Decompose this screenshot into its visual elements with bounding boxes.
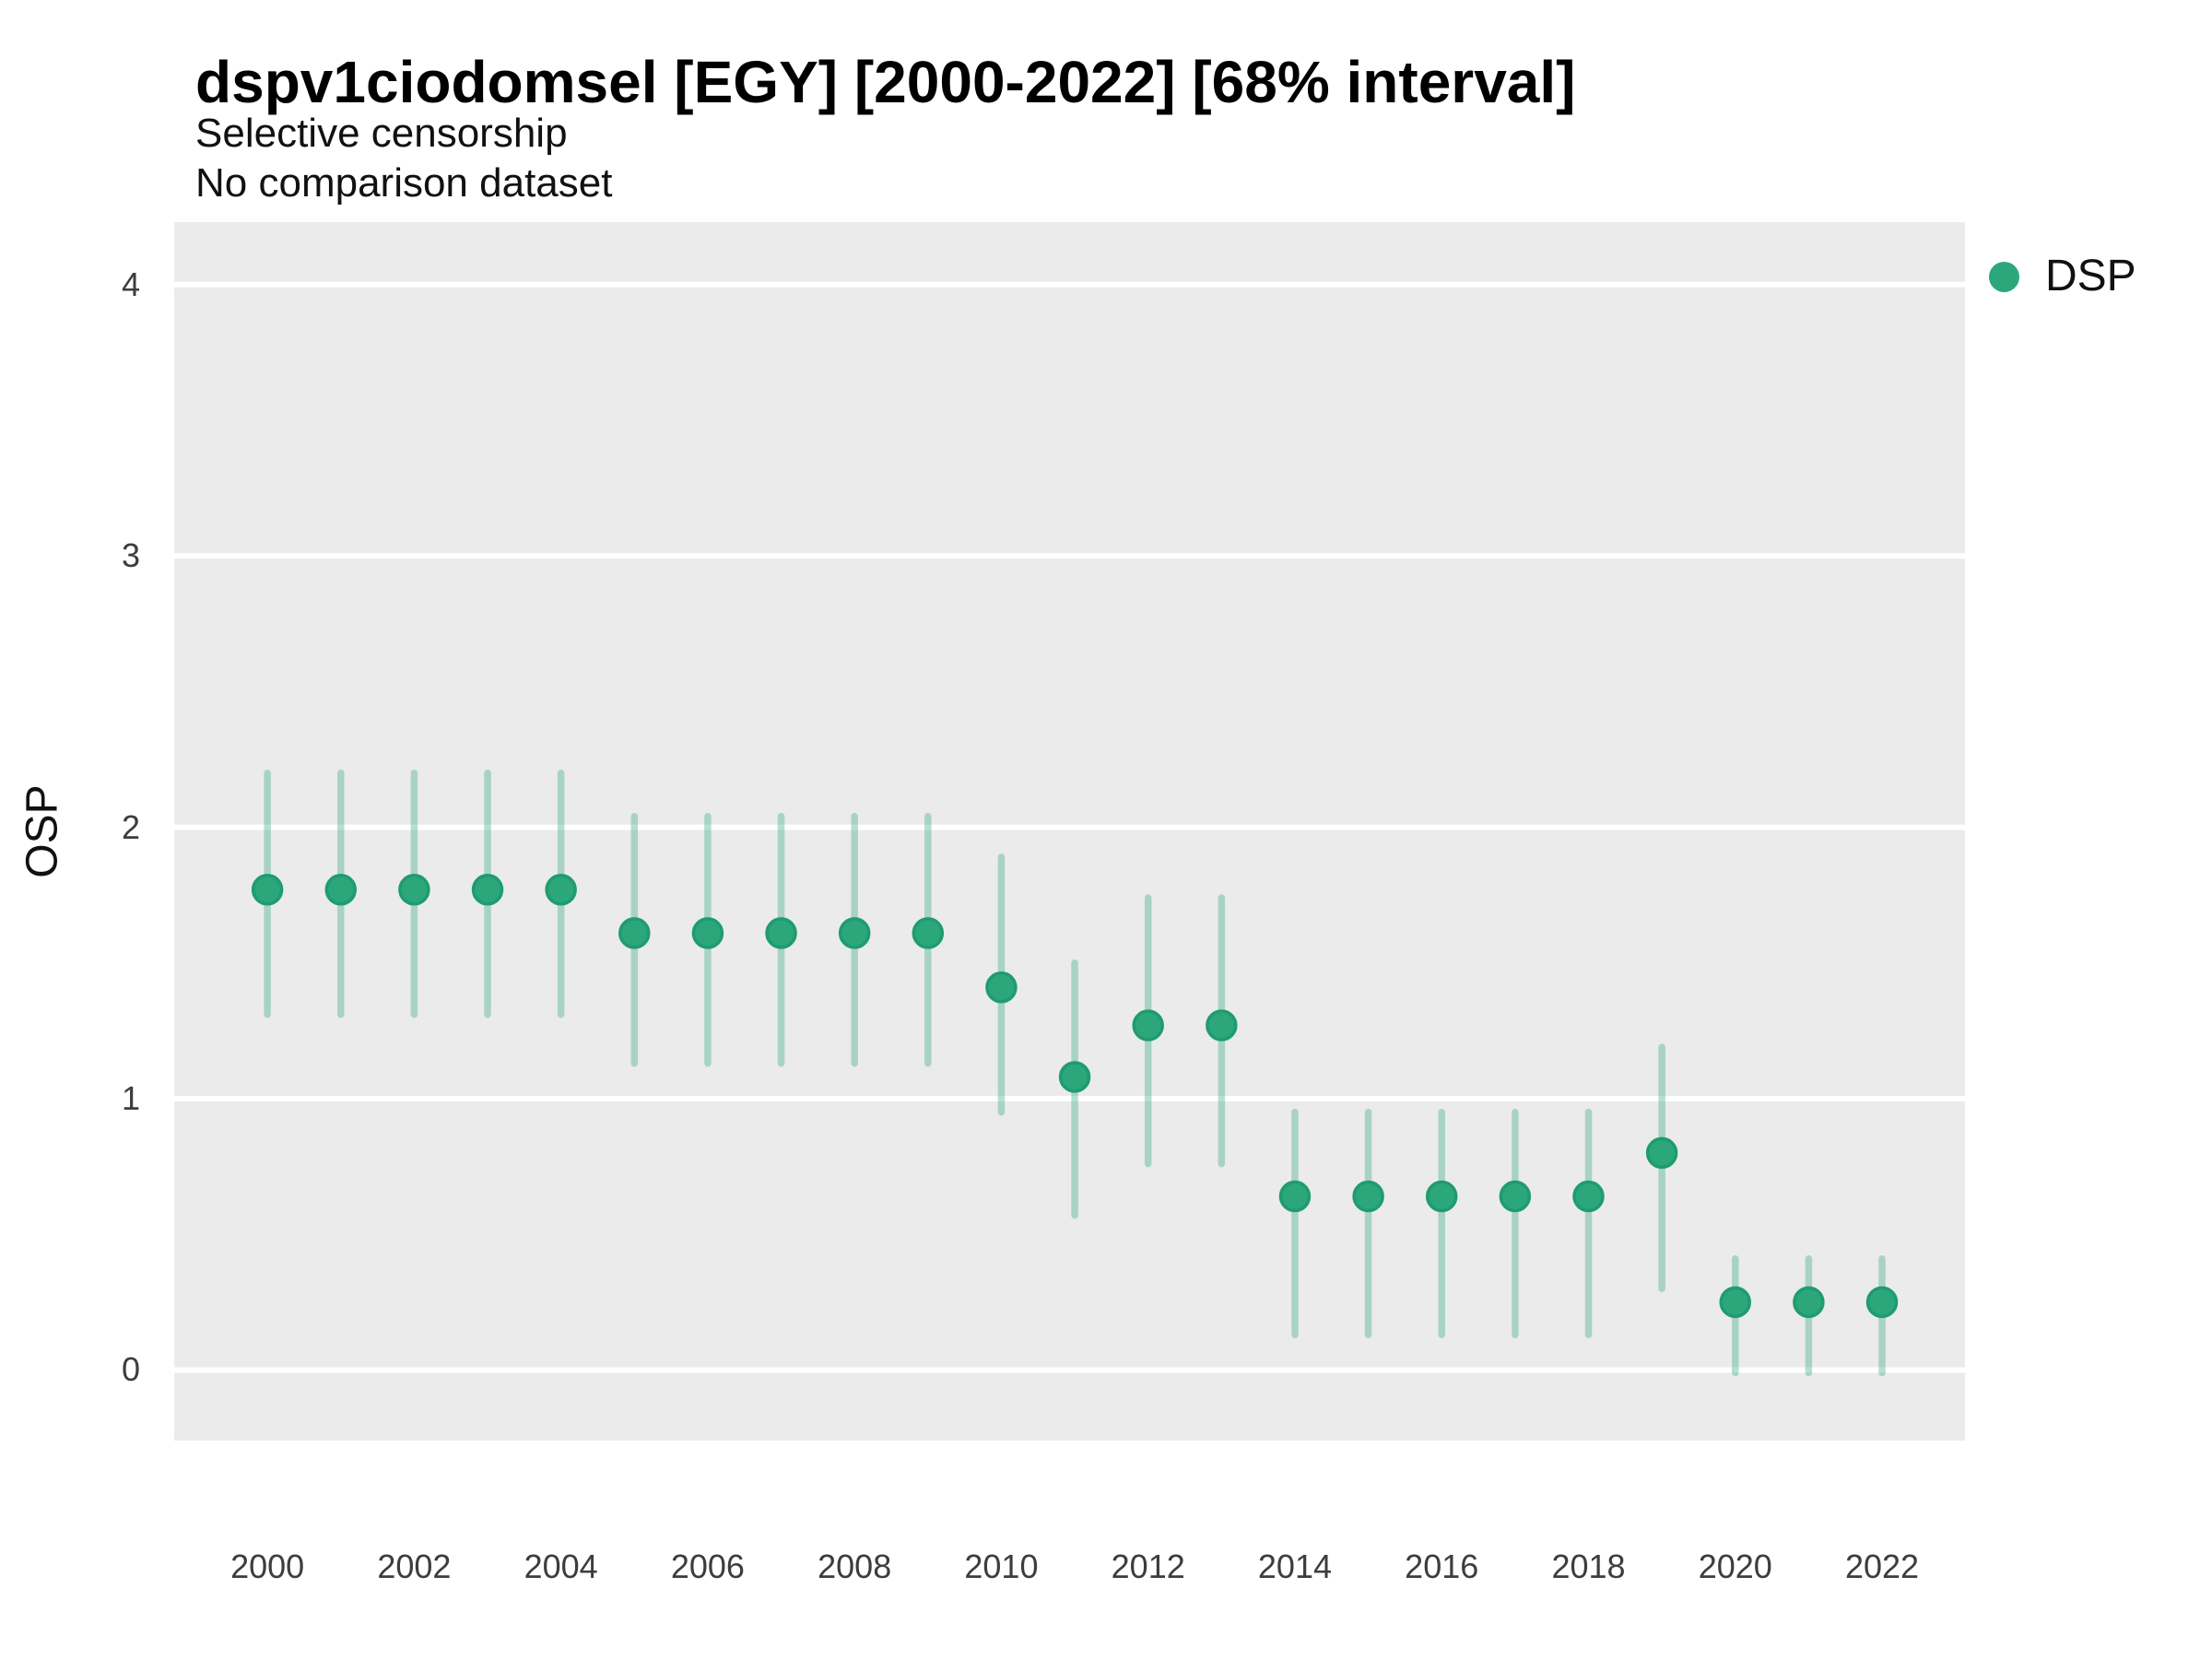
point-2018 (1572, 1180, 1605, 1213)
x-tick-label-2020: 2020 (1698, 1547, 1772, 1585)
x-tick-label-2004: 2004 (524, 1547, 598, 1585)
x-tick-label-2022: 2022 (1844, 1547, 1920, 1585)
point-2019 (1645, 1136, 1678, 1170)
point-2009 (912, 917, 945, 949)
x-tick-label-2000: 2000 (230, 1547, 305, 1585)
chart-subtitle-line2: No comparison dataset (195, 160, 613, 206)
point-2005 (618, 917, 651, 949)
point-2012 (1132, 1009, 1164, 1041)
point-2016 (1425, 1180, 1458, 1213)
legend: DSP (1989, 249, 2136, 304)
point-2001 (324, 874, 358, 906)
y-tick-label-1: 1 (121, 1079, 140, 1118)
point-2015 (1352, 1180, 1384, 1213)
point-2014 (1278, 1180, 1312, 1213)
point-2017 (1499, 1180, 1532, 1213)
point-2013 (1206, 1009, 1238, 1041)
x-tick-label-2006: 2006 (670, 1547, 745, 1585)
point-2004 (545, 874, 577, 906)
point-2021 (1793, 1286, 1825, 1319)
y-tick-label-0: 0 (121, 1350, 140, 1389)
legend-label-dsp: DSP (2045, 252, 2136, 300)
point-2008 (838, 917, 871, 949)
point-2010 (985, 971, 1018, 1004)
x-tick-label-2012: 2012 (1111, 1547, 1185, 1585)
plot-panel (174, 222, 1965, 1441)
point-2003 (471, 874, 504, 906)
x-tick-label-2002: 2002 (377, 1547, 452, 1585)
point-2020 (1719, 1286, 1752, 1319)
x-tick-label-2018: 2018 (1551, 1547, 1626, 1585)
point-2011 (1058, 1061, 1091, 1093)
y-tick-label-2: 2 (121, 807, 140, 846)
point-2000 (251, 874, 284, 906)
point-2006 (691, 917, 724, 949)
x-tick-label-2014: 2014 (1257, 1547, 1332, 1585)
y-tick-label-3: 3 (121, 536, 140, 575)
y-tick-label-4: 4 (121, 265, 140, 303)
x-tick-label-2008: 2008 (818, 1547, 892, 1585)
point-2007 (765, 917, 797, 949)
chart-title: dspv1ciodomsel [EGY] [2000-2022] [68% in… (195, 49, 1576, 115)
chart-subtitle-line1: Selective censorship (195, 111, 568, 156)
x-tick-label-2016: 2016 (1405, 1547, 1479, 1585)
x-tick-label-2010: 2010 (964, 1547, 1039, 1585)
point-2002 (398, 874, 430, 906)
legend-dot-dsp (1989, 261, 2019, 292)
point-2022 (1865, 1286, 1899, 1319)
